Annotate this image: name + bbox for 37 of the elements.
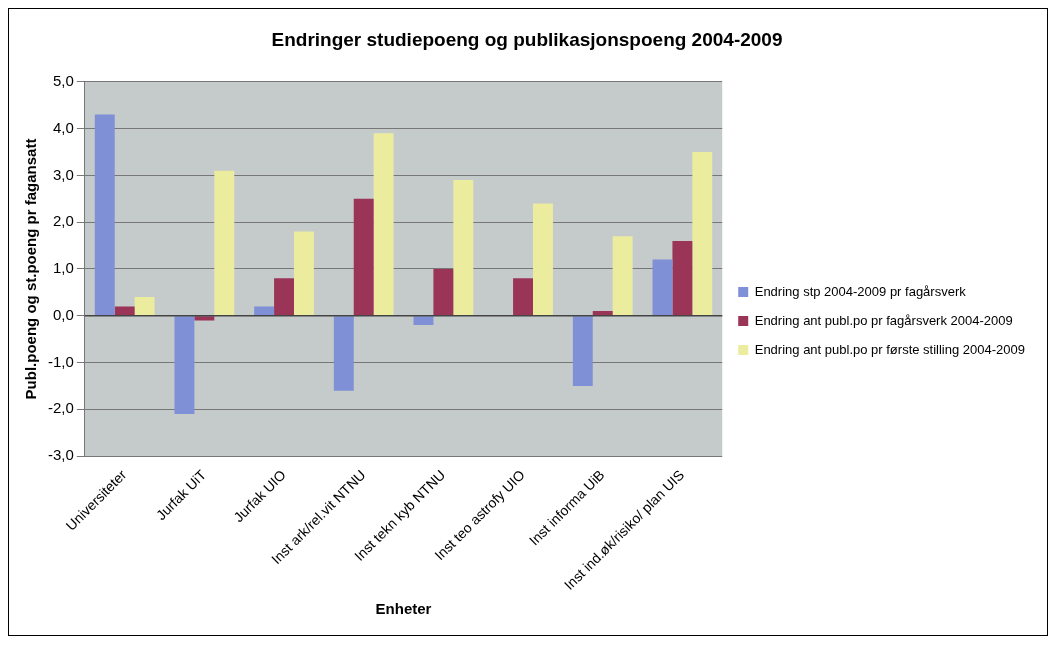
bar bbox=[293, 231, 314, 316]
y-tick-label: 2,0 bbox=[52, 212, 74, 230]
bar bbox=[513, 278, 533, 316]
legend-label: Endring stp 2004-2009 pr fagårsverk bbox=[754, 283, 967, 299]
legend-label: Endring ant publ.po pr første stilling 2004-2009 bbox=[754, 341, 1025, 357]
legend-label: Endring ant publ.po pr fagårsverk 2004-2009 bbox=[754, 312, 1013, 328]
y-tick-label: 4,0 bbox=[52, 118, 74, 136]
bar bbox=[114, 306, 135, 316]
bar bbox=[174, 316, 195, 415]
bar bbox=[254, 306, 275, 316]
bar bbox=[612, 236, 633, 316]
bar bbox=[592, 311, 613, 316]
bar bbox=[373, 133, 394, 316]
bar bbox=[433, 268, 454, 316]
bar bbox=[274, 278, 294, 316]
bar bbox=[134, 297, 155, 316]
bar bbox=[94, 114, 115, 316]
bar bbox=[572, 316, 593, 386]
bar bbox=[672, 240, 693, 316]
y-tick-label: 3,0 bbox=[52, 165, 74, 183]
bar bbox=[333, 316, 354, 391]
y-axis-title: Publ.poeng og st.poeng pr fagansatt bbox=[22, 138, 40, 400]
bar bbox=[533, 203, 553, 316]
y-tick-label: 5,0 bbox=[52, 71, 74, 89]
bar bbox=[652, 259, 673, 316]
y-tick-label: 0,0 bbox=[52, 305, 74, 323]
bar bbox=[214, 170, 235, 316]
bar bbox=[353, 198, 374, 316]
x-axis-title: Enheter bbox=[375, 600, 432, 618]
y-tick-label: -2,0 bbox=[47, 399, 74, 417]
bar bbox=[692, 151, 713, 316]
chart-title: Endringer studiepoeng og publikasjonspoeng 2004-2009 bbox=[271, 28, 783, 50]
y-tick-label: -1,0 bbox=[47, 352, 74, 370]
y-tick-label: -3,0 bbox=[47, 446, 74, 464]
y-tick-label: 1,0 bbox=[52, 259, 74, 277]
bar bbox=[453, 180, 474, 316]
bar bbox=[413, 316, 434, 326]
